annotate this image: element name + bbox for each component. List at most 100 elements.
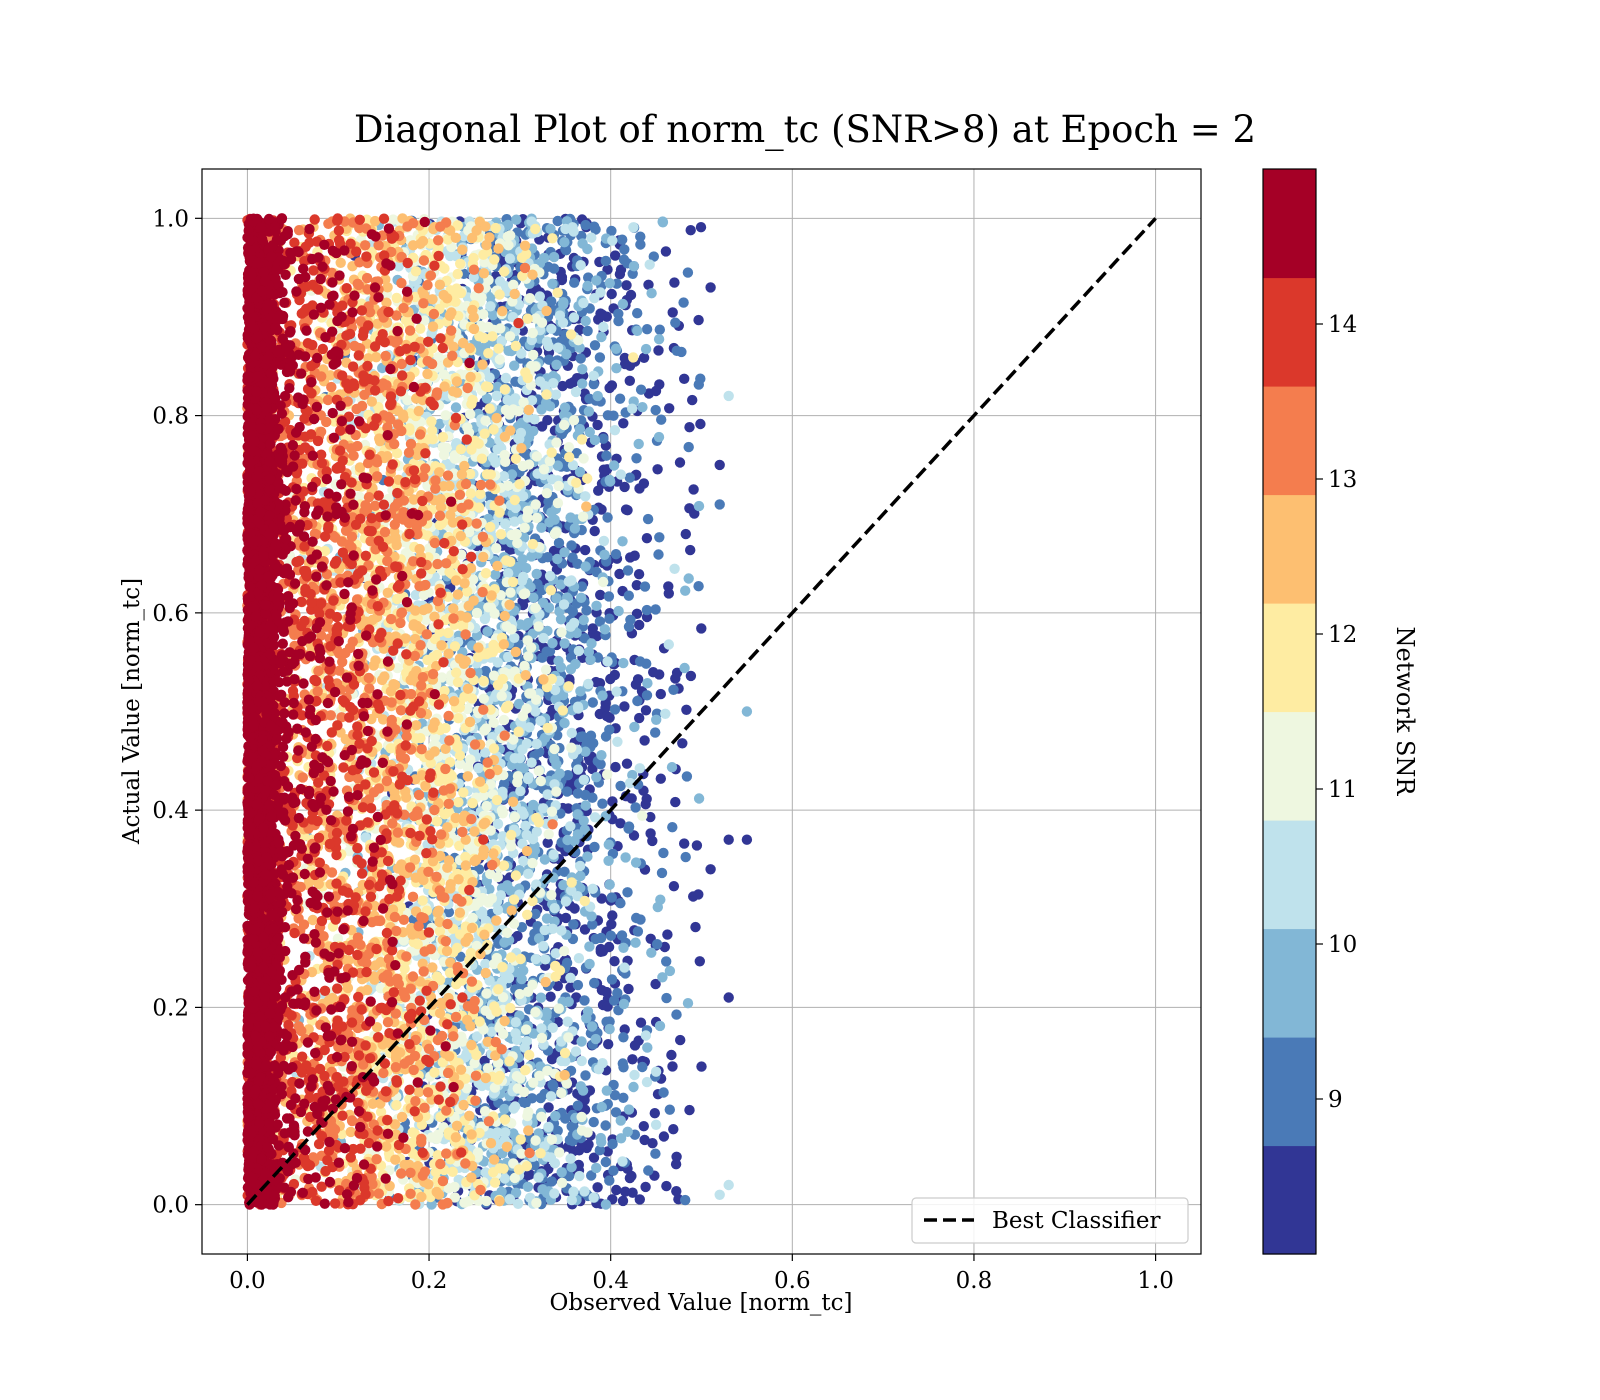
scatter-point xyxy=(627,403,638,414)
scatter-point xyxy=(568,377,579,388)
scatter-point xyxy=(600,702,611,714)
scatter-point xyxy=(653,345,664,356)
scatter-point xyxy=(524,293,536,304)
scatter-point xyxy=(533,765,544,777)
scatter-point xyxy=(632,926,644,937)
scatter-point xyxy=(600,1199,612,1210)
scatter-point xyxy=(723,992,734,1003)
scatter-point xyxy=(578,453,589,464)
scatter-point xyxy=(634,483,645,494)
scatter-point xyxy=(598,576,609,588)
scatter-point xyxy=(550,971,561,982)
scatter-point xyxy=(509,516,520,527)
scatter-point xyxy=(535,1092,546,1104)
scatter-point xyxy=(654,532,665,543)
scatter-point xyxy=(632,695,643,707)
scatter-point xyxy=(634,763,645,774)
scatter-point xyxy=(602,1146,613,1157)
scatter-point xyxy=(580,491,591,502)
scatter-point xyxy=(506,529,517,541)
scatter-point xyxy=(623,1104,635,1115)
scatter-point xyxy=(517,744,528,755)
scatter-point xyxy=(540,664,552,675)
scatter-point xyxy=(680,851,691,863)
scatter-point xyxy=(695,418,706,430)
scatter-point xyxy=(504,331,516,342)
scatter-point xyxy=(465,754,476,765)
scatter-point xyxy=(628,1081,639,1093)
scatter-point xyxy=(553,1003,564,1014)
scatter-point xyxy=(465,488,476,499)
scatter-point xyxy=(509,811,521,823)
scatter-point xyxy=(579,924,591,935)
scatter-point xyxy=(451,283,462,294)
scatter-point xyxy=(538,941,549,952)
scatter-point xyxy=(535,992,547,1003)
scatter-point xyxy=(619,358,631,370)
scatter-point xyxy=(614,269,626,280)
scatter-point xyxy=(655,688,666,700)
scatter-point xyxy=(608,460,620,471)
scatter-point xyxy=(583,678,594,690)
scatter-point xyxy=(558,299,569,310)
scatter-point xyxy=(610,549,622,560)
scatter-point xyxy=(623,983,634,995)
scatter-point xyxy=(643,1165,654,1176)
scatter-point xyxy=(563,576,574,587)
scatter-point xyxy=(572,979,584,991)
scatter-point xyxy=(635,1017,647,1028)
scatter-point xyxy=(589,340,601,351)
scatter-point xyxy=(595,287,606,298)
scatter-point xyxy=(640,1030,652,1041)
scatter-point xyxy=(514,479,525,490)
scatter-point xyxy=(573,953,585,964)
scatter-point xyxy=(633,569,645,580)
scatter-point xyxy=(546,806,558,817)
scatter-point xyxy=(565,621,576,632)
scatter-point xyxy=(488,743,500,754)
scatter-point xyxy=(591,600,602,611)
scatter-point xyxy=(557,317,569,328)
scatter-point xyxy=(592,419,603,431)
scatter-point xyxy=(741,706,753,717)
scatter-point xyxy=(549,743,560,755)
scatter-point xyxy=(485,469,496,480)
scatter-point xyxy=(588,1192,599,1203)
scatter-point xyxy=(604,879,615,890)
scatter-point xyxy=(613,605,624,617)
scatter-point xyxy=(617,1156,628,1167)
scatter-point xyxy=(582,280,593,292)
scatter-point xyxy=(600,255,611,267)
scatter-point xyxy=(531,568,542,580)
scatter-point xyxy=(566,727,577,739)
scatter-point xyxy=(650,1148,661,1159)
scatter-point xyxy=(512,1083,523,1094)
scatter-point xyxy=(524,688,535,699)
scatter-point xyxy=(491,952,502,964)
scatter-point xyxy=(589,525,600,537)
scatter-point xyxy=(522,1181,534,1193)
scatter-point xyxy=(603,941,615,953)
scatter-point xyxy=(574,860,586,872)
scatter-point xyxy=(522,512,533,523)
scatter-point xyxy=(596,504,607,515)
scatter-point xyxy=(562,1016,573,1027)
scatter-point xyxy=(509,1101,521,1112)
scatter-point xyxy=(568,919,579,930)
scatter-point xyxy=(575,870,586,882)
scatter-point xyxy=(530,1135,541,1146)
scatter-point xyxy=(440,410,451,421)
scatter-point xyxy=(505,230,516,241)
scatter-point xyxy=(679,373,690,384)
scatter-point xyxy=(576,592,587,603)
scatter-point xyxy=(578,614,589,626)
scatter-point xyxy=(565,329,577,340)
scatter-point xyxy=(605,930,617,941)
scatter-point xyxy=(541,336,553,347)
scatter-point xyxy=(623,590,634,601)
scatter-point xyxy=(633,1035,644,1046)
scatter-point xyxy=(579,1186,590,1197)
scatter-point xyxy=(587,623,598,634)
scatter-point xyxy=(608,1165,619,1176)
scatter-point xyxy=(618,1032,629,1043)
